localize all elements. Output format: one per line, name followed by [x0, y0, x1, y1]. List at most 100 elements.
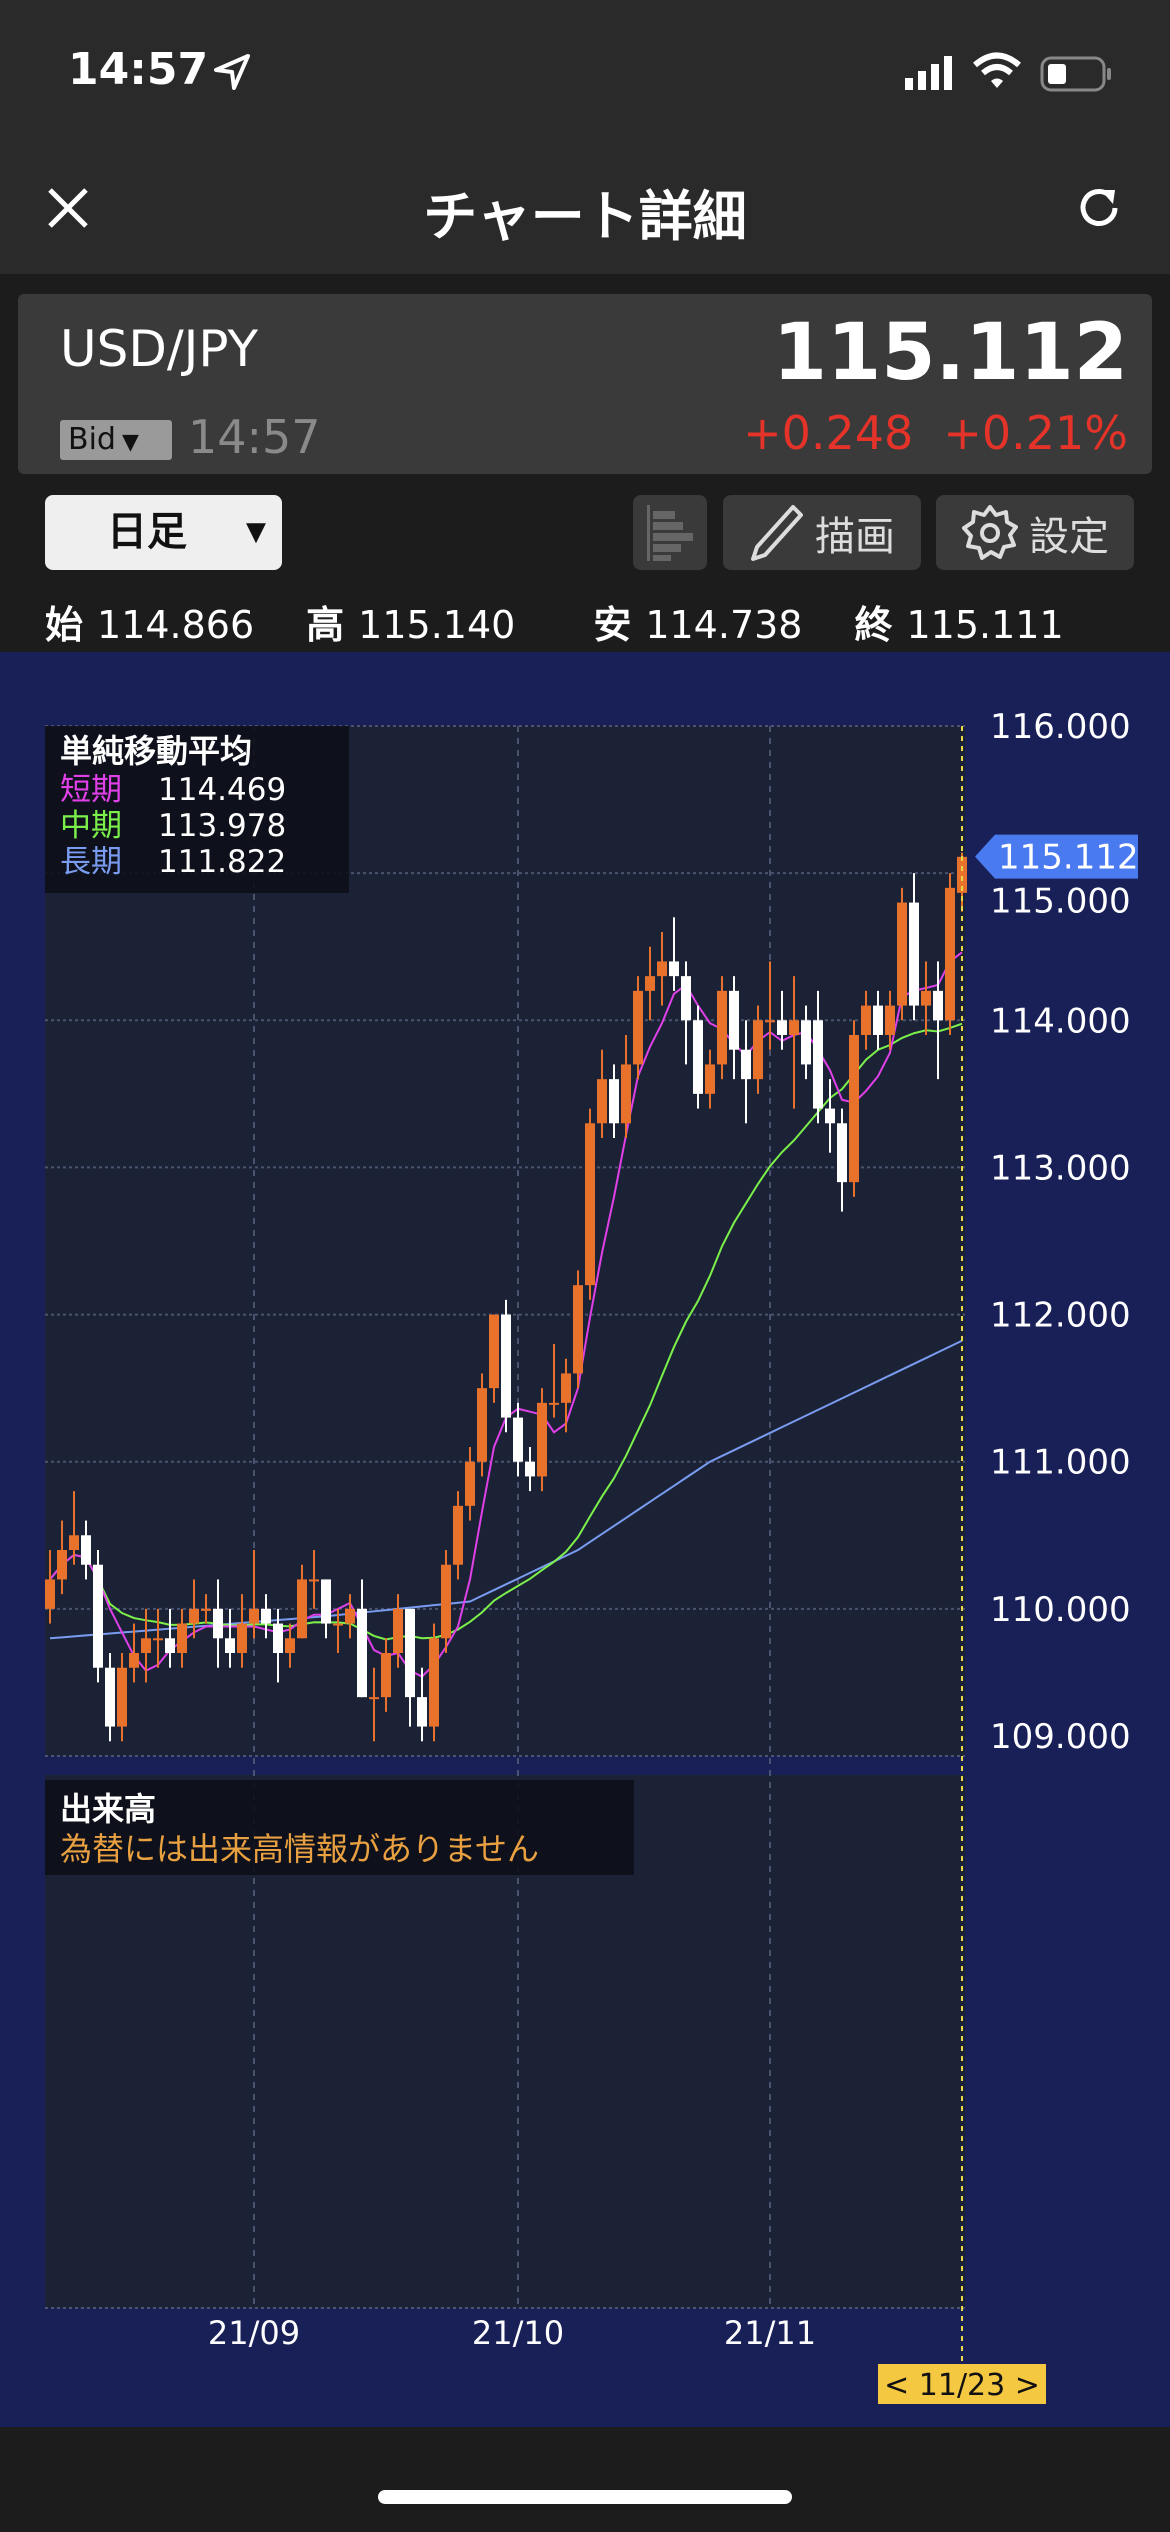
candle-body — [285, 1638, 295, 1653]
x-tick-label: 21/10 — [472, 2314, 564, 2352]
candle-body — [933, 990, 943, 1021]
last-price-tag: 115.112 — [975, 834, 1139, 879]
candle-body — [561, 1373, 571, 1403]
candle-body — [705, 1064, 715, 1094]
date-tag[interactable]: < 11/23 > — [878, 2364, 1046, 2404]
candle — [693, 1005, 703, 1109]
candle-body — [897, 902, 907, 1006]
candle — [129, 1623, 139, 1683]
order-book-button[interactable] — [633, 495, 707, 570]
candle-body — [81, 1535, 91, 1565]
candle-body — [429, 1638, 439, 1727]
candle — [573, 1270, 583, 1389]
refresh-icon[interactable] — [1075, 184, 1123, 232]
candle — [441, 1550, 451, 1653]
candle — [933, 961, 943, 1080]
candle — [381, 1638, 391, 1712]
candle — [861, 990, 871, 1050]
y-tick-label: 114.000 — [990, 1001, 1131, 1041]
draw-label: 描画 — [815, 513, 895, 560]
status-time: 14:57 — [68, 44, 209, 95]
candle-body — [105, 1667, 115, 1727]
candle-body — [609, 1079, 619, 1124]
legend-short-label: 短期 — [60, 772, 122, 808]
legend-mid-label: 中期 — [60, 808, 122, 844]
candle-body — [153, 1638, 163, 1641]
candle — [81, 1520, 91, 1580]
candle-body — [597, 1079, 607, 1124]
candle — [561, 1358, 571, 1433]
volume-title: 出来高 — [60, 1790, 156, 1828]
candle-body — [645, 976, 655, 991]
candle — [753, 1005, 763, 1094]
candle-body — [477, 1388, 487, 1462]
candle-body — [741, 1049, 751, 1080]
status-bar: 14:57 — [0, 0, 1170, 150]
candle-body — [633, 990, 643, 1065]
settings-button[interactable]: 設定 — [936, 495, 1134, 570]
home-indicator[interactable] — [378, 2490, 792, 2504]
y-tick-label: 110.000 — [990, 1590, 1131, 1630]
price-type-label: Bid — [68, 422, 116, 457]
candle-body — [405, 1608, 415, 1698]
candle-body — [369, 1697, 379, 1700]
ohlc-close: 終 115.111 — [854, 594, 1063, 649]
open-label: 始 — [45, 603, 84, 647]
ma-mid-line — [49, 1022, 963, 1641]
candle-body — [501, 1314, 511, 1418]
candle — [789, 976, 799, 1109]
quote-panel: USD/JPY 115.112 Bid ▼ 14:57 +0.248 +0.21% — [18, 294, 1152, 474]
candle-body — [57, 1550, 67, 1580]
close-icon[interactable] — [46, 186, 90, 230]
candle-body — [465, 1461, 475, 1506]
candle-body — [621, 1064, 631, 1124]
candle — [465, 1447, 475, 1521]
candle — [489, 1314, 499, 1403]
candle — [333, 1608, 343, 1653]
price-type-dropdown[interactable]: Bid ▼ — [60, 420, 172, 460]
y-tick-label: 111.000 — [990, 1443, 1131, 1483]
candle-body — [765, 1020, 775, 1023]
candle-body — [861, 1005, 871, 1035]
candlestick-chart[interactable]: 116.000 115.000 114.000 113.000 112.000 111.0… — [0, 652, 1170, 2427]
candle — [153, 1608, 163, 1668]
candle-body — [381, 1653, 391, 1698]
chevron-down-icon: ▼ — [246, 517, 266, 547]
candle-body — [777, 1020, 787, 1035]
candle-body — [789, 1020, 799, 1035]
chart-area[interactable]: 116.000 115.000 114.000 113.000 112.000 111.0… — [0, 652, 1170, 2427]
x-tick-label: 21/11 — [724, 2314, 816, 2352]
location-arrow-icon — [214, 54, 250, 90]
legend-mid-value: 113.978 — [158, 808, 286, 844]
candle — [717, 976, 727, 1080]
candle-body — [957, 856, 967, 893]
candle-body — [297, 1579, 307, 1639]
candle — [321, 1579, 331, 1639]
candle-body — [321, 1579, 331, 1624]
candle-body — [225, 1638, 235, 1653]
candle — [309, 1550, 319, 1609]
candle-body — [573, 1285, 583, 1374]
candle — [501, 1299, 511, 1433]
ohlc-open: 始 114.866 — [45, 594, 254, 649]
candle-body — [549, 1402, 559, 1405]
quote-time: 14:57 — [188, 410, 321, 464]
candle — [873, 990, 883, 1050]
candle — [57, 1520, 67, 1595]
candle — [945, 873, 955, 1035]
candle — [609, 1064, 619, 1138]
ma-long-line — [49, 1339, 963, 1640]
candle-body — [141, 1638, 151, 1653]
draw-button[interactable]: 描画 — [723, 495, 921, 570]
candle-body — [201, 1608, 211, 1611]
candle — [681, 961, 691, 1065]
candle-body — [717, 990, 727, 1065]
close-value: 115.111 — [906, 603, 1064, 647]
candle — [261, 1594, 271, 1639]
candle-body — [909, 902, 919, 1006]
period-dropdown[interactable]: 日足 ▼ — [45, 495, 282, 570]
candle — [597, 1049, 607, 1138]
candle — [453, 1491, 463, 1580]
candle — [237, 1594, 247, 1668]
candle-body — [885, 1005, 895, 1035]
